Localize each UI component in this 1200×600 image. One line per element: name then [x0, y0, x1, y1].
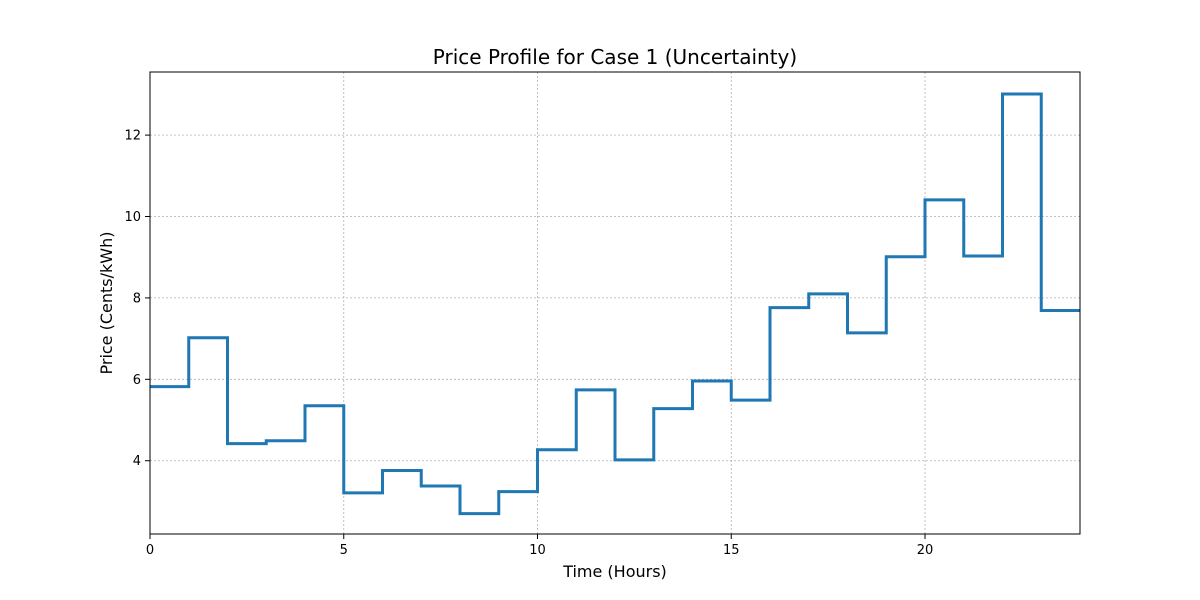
y-tick-label: 8 — [133, 291, 141, 306]
x-axis-label: Time (Hours) — [562, 562, 667, 581]
y-axis-label: Price (Cents/kWh) — [97, 232, 116, 375]
y-tick-label: 12 — [124, 129, 141, 144]
y-tick-label: 4 — [133, 454, 141, 469]
y-tick-label: 10 — [124, 210, 141, 225]
x-tick-label: 10 — [529, 543, 546, 558]
grid-lines — [149, 72, 1080, 534]
chart-title: Price Profile for Case 1 (Uncertainty) — [433, 45, 797, 69]
x-tick-label: 15 — [723, 543, 740, 558]
y-axis-ticks: 4 6 8 10 12 — [124, 129, 150, 469]
x-tick-label: 0 — [146, 543, 154, 558]
x-axis-ticks: 0 5 10 15 20 — [146, 534, 933, 558]
x-tick-label: 20 — [917, 543, 934, 558]
plot-frame — [149, 71, 1081, 535]
x-tick-label: 5 — [340, 543, 348, 558]
series-layer — [150, 92, 1080, 516]
y-tick-label: 6 — [133, 373, 141, 388]
price-step-line — [150, 92, 1080, 516]
